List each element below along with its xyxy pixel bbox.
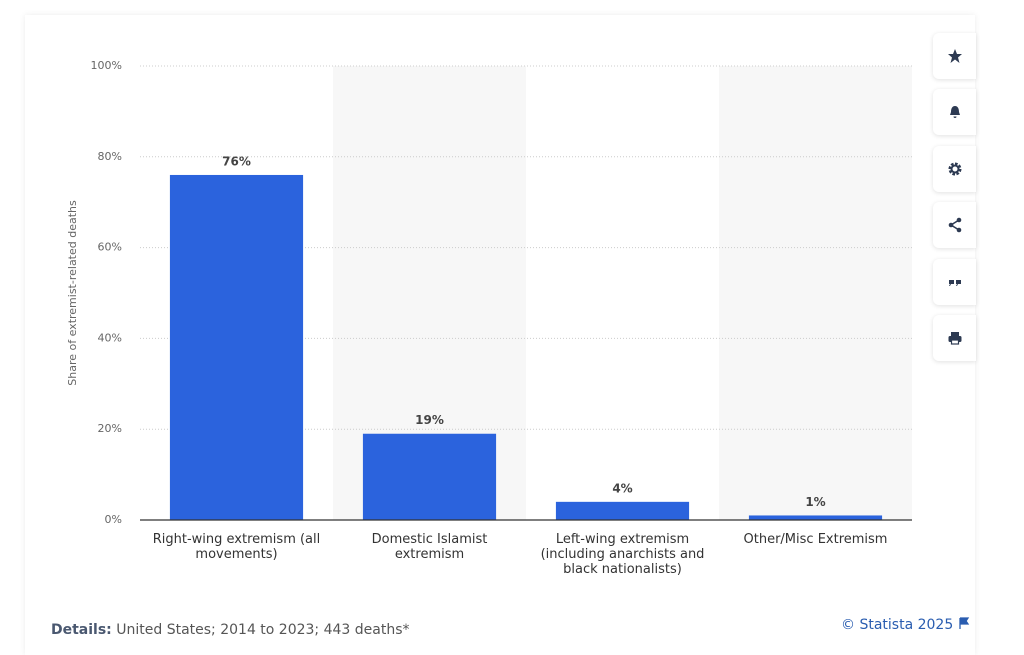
y-axis-title: Share of extremist-related deaths (66, 200, 79, 386)
band-background (719, 66, 912, 520)
value-label: 4% (612, 481, 632, 495)
details-text: United States; 2014 to 2023; 443 deaths* (116, 622, 410, 638)
notification-button[interactable] (933, 89, 976, 135)
x-tick-label: Other/Misc Extremism (743, 532, 888, 547)
favorite-button[interactable] (933, 33, 976, 79)
x-tick-label: Right-wing extremism (all movements) (152, 532, 321, 562)
value-label: 19% (415, 413, 444, 427)
share-button[interactable] (933, 202, 976, 248)
y-tick-label: 60% (98, 241, 122, 254)
details: Details: United States; 2014 to 2023; 44… (51, 622, 410, 638)
y-tick-label: 80% (98, 150, 122, 163)
flag-icon (959, 617, 969, 629)
x-tick-label: Left-wing extremism (including anarchist… (540, 532, 705, 577)
y-tick-label: 20% (98, 422, 122, 435)
y-tick-label: 100% (91, 59, 122, 72)
print-button[interactable] (933, 315, 976, 361)
x-tick-label: Domestic Islamist extremism (371, 532, 488, 562)
y-tick-label: 0% (105, 513, 122, 526)
quote-icon (948, 280, 961, 286)
bar (169, 174, 304, 520)
settings-button[interactable] (933, 146, 976, 192)
source[interactable]: © Statista 2025 (841, 617, 970, 633)
details-label: Details: (51, 622, 112, 638)
value-label: 76% (222, 154, 251, 168)
bar (555, 501, 690, 520)
print-icon (948, 332, 961, 345)
gear-icon (948, 162, 961, 176)
bar (748, 515, 883, 520)
source-text: © Statista 2025 (841, 617, 954, 633)
star-icon (947, 49, 962, 63)
bands (333, 66, 912, 520)
y-tick-label: 40% (98, 331, 122, 344)
bar (362, 433, 497, 520)
cite-button[interactable] (933, 259, 976, 305)
value-label: 1% (805, 495, 825, 509)
share-icon (948, 217, 961, 233)
bell-icon (949, 106, 960, 118)
